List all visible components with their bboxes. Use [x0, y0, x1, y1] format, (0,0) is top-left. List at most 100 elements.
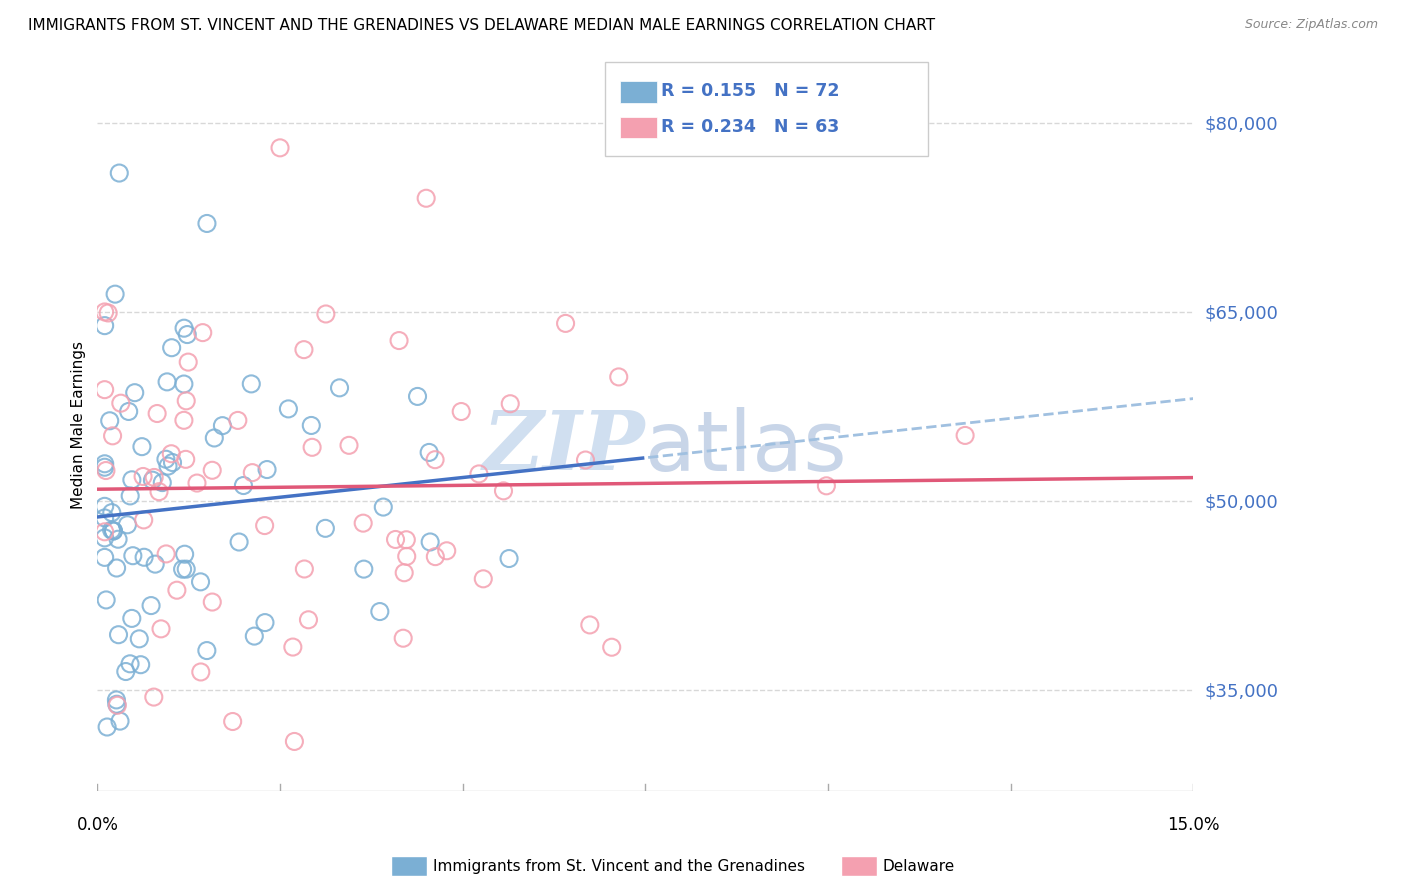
Point: [105, 698, 128, 712]
Point: [96, 720, 118, 734]
Point: [150, 622, 173, 636]
Point: [93, 305, 115, 319]
Point: [105, 693, 128, 707]
Point: [166, 583, 188, 598]
Text: Delaware: Delaware: [883, 859, 955, 873]
Point: [139, 599, 162, 613]
Point: [174, 562, 197, 576]
Point: [277, 401, 299, 416]
Text: 15.0%: 15.0%: [1167, 816, 1219, 834]
Point: [98, 414, 121, 428]
Text: 0.0%: 0.0%: [76, 816, 118, 834]
Point: [395, 533, 418, 547]
Point: [415, 191, 437, 205]
Point: [240, 376, 263, 391]
Point: [423, 452, 446, 467]
Point: [600, 640, 623, 655]
Point: [297, 613, 319, 627]
Point: [93, 531, 115, 545]
Text: ZIP: ZIP: [482, 407, 645, 487]
Point: [292, 343, 315, 357]
Text: Immigrants from St. Vincent and the Grenadines: Immigrants from St. Vincent and the Gren…: [433, 859, 806, 873]
Text: atlas: atlas: [645, 407, 848, 488]
Point: [97, 306, 120, 320]
Point: [172, 562, 194, 576]
Point: [101, 506, 124, 520]
Point: [425, 549, 447, 564]
Point: [243, 629, 266, 643]
Point: [498, 551, 520, 566]
Point: [315, 307, 337, 321]
Point: [132, 513, 155, 527]
Point: [93, 500, 115, 514]
Point: [93, 460, 115, 475]
Point: [211, 418, 233, 433]
Point: [392, 631, 415, 645]
Point: [201, 595, 224, 609]
Point: [492, 483, 515, 498]
Point: [124, 385, 146, 400]
Point: [129, 657, 152, 672]
Point: [269, 141, 291, 155]
Point: [143, 557, 166, 571]
Point: [143, 470, 166, 484]
Point: [121, 611, 143, 625]
Point: [93, 383, 115, 397]
Point: [93, 511, 115, 525]
Point: [406, 389, 429, 403]
Point: [118, 404, 141, 418]
Point: [352, 516, 374, 531]
Point: [94, 463, 117, 477]
Point: [368, 605, 391, 619]
Point: [107, 533, 129, 547]
Point: [94, 593, 117, 607]
Point: [103, 524, 125, 538]
Point: [174, 393, 197, 408]
Point: [953, 428, 976, 442]
Point: [108, 714, 131, 728]
Text: R = 0.155   N = 72: R = 0.155 N = 72: [661, 82, 839, 100]
Point: [579, 618, 602, 632]
Point: [472, 572, 495, 586]
Point: [468, 467, 491, 481]
Point: [191, 326, 214, 340]
Point: [607, 370, 630, 384]
Point: [141, 473, 163, 487]
Point: [228, 535, 250, 549]
Point: [176, 327, 198, 342]
Point: [155, 547, 177, 561]
Point: [395, 549, 418, 564]
Point: [108, 166, 131, 180]
Point: [373, 500, 395, 514]
Text: Source: ZipAtlas.com: Source: ZipAtlas.com: [1244, 18, 1378, 31]
Point: [186, 476, 208, 491]
Point: [392, 566, 415, 580]
Point: [101, 429, 124, 443]
Point: [131, 440, 153, 454]
Point: [114, 665, 136, 679]
Text: R = 0.234   N = 63: R = 0.234 N = 63: [661, 118, 839, 136]
Point: [384, 533, 406, 547]
Point: [156, 375, 179, 389]
Point: [240, 466, 263, 480]
Point: [132, 550, 155, 565]
Point: [142, 690, 165, 704]
Point: [107, 628, 129, 642]
Point: [418, 445, 440, 459]
Point: [160, 447, 183, 461]
Point: [93, 550, 115, 565]
Point: [93, 318, 115, 333]
Y-axis label: Median Male Earnings: Median Male Earnings: [72, 341, 86, 509]
Point: [103, 524, 125, 538]
Point: [121, 549, 143, 563]
Point: [190, 574, 212, 589]
Point: [128, 632, 150, 646]
Point: [301, 440, 323, 454]
Point: [177, 355, 200, 369]
Point: [299, 418, 322, 433]
Point: [105, 698, 128, 713]
Point: [201, 463, 224, 477]
Point: [93, 457, 115, 471]
Point: [232, 478, 254, 492]
Point: [574, 453, 596, 467]
